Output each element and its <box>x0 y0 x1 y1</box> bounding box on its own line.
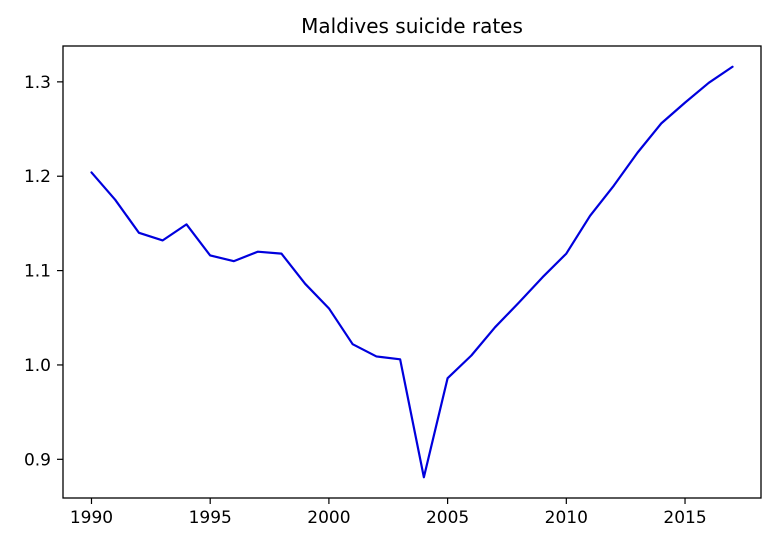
data-point <box>684 102 686 104</box>
data-point <box>470 354 472 356</box>
x-tick-label: 1995 <box>189 508 232 528</box>
data-point <box>613 185 615 187</box>
data-point <box>233 260 235 262</box>
data-point <box>708 82 710 84</box>
plot-frame <box>62 45 762 499</box>
y-tick-label: 1.1 <box>24 262 51 282</box>
x-tick-label: 1990 <box>70 508 113 528</box>
data-point <box>90 171 92 173</box>
data-point <box>257 251 259 253</box>
x-axis: 1990 1995 2000 2005 2010 2015 <box>70 498 707 528</box>
data-point <box>589 215 591 217</box>
data-point <box>660 122 662 124</box>
y-tick-label: 1.0 <box>24 356 51 376</box>
plot-area <box>90 65 734 479</box>
chart-title: Maldives suicide rates <box>301 14 523 38</box>
data-point <box>565 253 567 255</box>
x-tick-label: 2015 <box>663 508 706 528</box>
data-point <box>494 326 496 328</box>
x-tick-label: 2000 <box>307 508 350 528</box>
data-point <box>162 239 164 241</box>
data-point <box>304 283 306 285</box>
data-point <box>399 358 401 360</box>
data-point <box>636 152 638 154</box>
series-line <box>90 65 734 479</box>
data-point <box>541 276 543 278</box>
data-point <box>731 66 733 68</box>
y-tick-label: 0.9 <box>24 450 51 470</box>
y-axis: 0.9 1.0 1.1 1.2 1.3 <box>24 73 63 470</box>
data-point <box>375 355 377 357</box>
y-tick-label: 1.2 <box>24 167 51 187</box>
data-point <box>280 253 282 255</box>
data-point <box>185 223 187 225</box>
data-point <box>114 199 116 201</box>
y-tick-label: 1.3 <box>24 73 51 93</box>
data-point <box>518 302 520 304</box>
data-point <box>423 476 425 478</box>
data-point <box>447 377 449 379</box>
data-point <box>328 307 330 309</box>
x-tick-label: 2010 <box>545 508 588 528</box>
x-tick-label: 2005 <box>426 508 469 528</box>
data-point <box>138 232 140 234</box>
data-point <box>352 343 354 345</box>
data-point <box>209 254 211 256</box>
